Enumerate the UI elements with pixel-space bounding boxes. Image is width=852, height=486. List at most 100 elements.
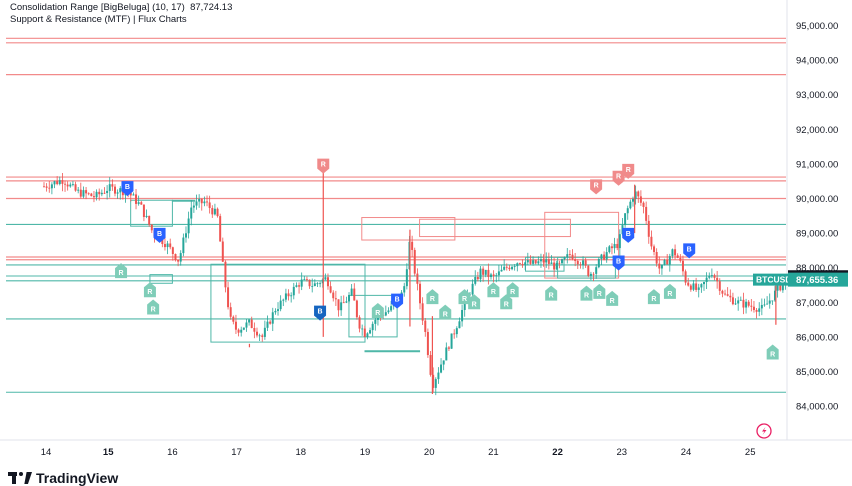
candle-body <box>221 241 224 262</box>
signal-marker-label: R <box>119 270 124 277</box>
last-price-tag-symbol <box>753 273 789 286</box>
candle-body <box>589 273 592 276</box>
candle-body <box>179 253 182 262</box>
candle-body <box>476 276 479 280</box>
signal-marker-label: R <box>510 289 515 296</box>
candle-body <box>432 374 435 388</box>
signal-marker: R <box>487 282 500 298</box>
candle-body <box>416 273 419 284</box>
candle-body <box>279 300 282 310</box>
signal-marker-label: R <box>147 289 152 296</box>
candle-body <box>503 266 506 270</box>
signal-marker: B <box>622 227 635 243</box>
candle-body <box>266 321 269 328</box>
candle-body <box>729 295 732 298</box>
candle-body <box>174 253 177 261</box>
retest-marker-shape <box>766 344 779 360</box>
plot-area[interactable] <box>0 0 787 440</box>
retest-marker-shape <box>606 290 619 306</box>
candle-body <box>605 252 608 260</box>
signal-marker: R <box>506 282 519 298</box>
candle-body <box>106 190 109 193</box>
time-tick-label: 22 <box>552 447 563 458</box>
candle-body <box>763 304 766 306</box>
signal-marker: R <box>468 294 481 310</box>
candle-body <box>142 204 145 217</box>
candle-body <box>56 181 59 185</box>
candle-body <box>542 259 545 263</box>
candle-body <box>232 316 235 322</box>
time-axis[interactable]: 14 15 16 17 18 19 20 21 22 23 24 25 <box>41 447 756 458</box>
candle-body <box>663 260 666 265</box>
candle-body <box>248 319 251 323</box>
candle-body <box>129 192 132 196</box>
candle-body <box>479 268 482 280</box>
price-axis[interactable]: 95,000.00 94,000.00 93,000.00 92,000.00 91,0… <box>796 21 838 413</box>
candle-body <box>766 303 769 305</box>
candle-body <box>429 355 432 375</box>
candle-body <box>768 300 771 304</box>
candle-body <box>48 187 51 189</box>
candle-body <box>200 198 203 204</box>
time-tick-label: 21 <box>488 447 499 458</box>
candle-body <box>713 275 716 278</box>
retest-marker-shape <box>487 282 500 298</box>
candle-body <box>366 333 369 337</box>
time-tick-label: 14 <box>41 447 52 458</box>
candle-body <box>760 304 763 309</box>
tradingview-logo[interactable]: TradingView <box>8 470 118 486</box>
candle-body <box>587 265 590 276</box>
candle-body <box>666 260 669 265</box>
candle-body <box>98 191 101 195</box>
candle-body <box>492 274 495 277</box>
signal-marker: R <box>371 302 384 318</box>
candle-body <box>371 323 374 331</box>
indicator-title-2[interactable]: Support & Resistance (MTF) | Flux Charts <box>10 14 187 25</box>
signal-marker-label: R <box>597 291 602 298</box>
candle-body <box>618 234 621 249</box>
candle-body <box>100 192 103 195</box>
candle-body <box>171 247 174 254</box>
candle-body <box>745 301 748 308</box>
candle-body <box>227 287 230 308</box>
break-marker-shape <box>314 305 327 321</box>
signal-marker-label: R <box>584 293 589 300</box>
indicator-title-1[interactable]: Consolidation Range [BigBeluga] (10, 17)… <box>10 2 232 13</box>
candle-body <box>326 277 329 287</box>
price-tick-label: 90,000.00 <box>796 194 838 205</box>
candle-body <box>676 255 679 258</box>
time-tick-label: 18 <box>296 447 307 458</box>
grid <box>0 0 852 441</box>
signal-marker-label: B <box>616 259 621 266</box>
candle-body <box>287 293 290 297</box>
candle-body <box>687 282 690 286</box>
candle-body <box>595 267 598 274</box>
signal-marker-label: R <box>472 301 477 308</box>
candle-body <box>64 183 67 185</box>
candle-body <box>358 317 361 329</box>
candle-body <box>547 259 550 264</box>
candle-body <box>534 260 537 264</box>
candle-body <box>261 335 264 337</box>
price-tick-label: 91,000.00 <box>796 159 838 170</box>
candle-body <box>82 190 85 197</box>
candle-body <box>424 320 427 332</box>
signal-marker-label: R <box>430 296 435 303</box>
signal-marker-label: R <box>610 298 615 305</box>
candle-body <box>500 269 503 272</box>
candle-body <box>474 276 477 284</box>
retest-marker-shape <box>317 158 330 174</box>
candle-body <box>731 297 734 305</box>
lightning-icon[interactable] <box>756 423 772 439</box>
candle-body <box>434 379 437 388</box>
signal-marker: R <box>593 283 606 299</box>
candle-body <box>255 331 258 336</box>
candle-body <box>237 329 240 333</box>
candle-body <box>747 301 750 306</box>
candle-body <box>702 282 705 285</box>
signal-marker-label: R <box>770 351 775 358</box>
signal-marker: B <box>121 181 134 197</box>
candle-body <box>484 269 487 275</box>
signal-marker-label: R <box>321 162 326 169</box>
